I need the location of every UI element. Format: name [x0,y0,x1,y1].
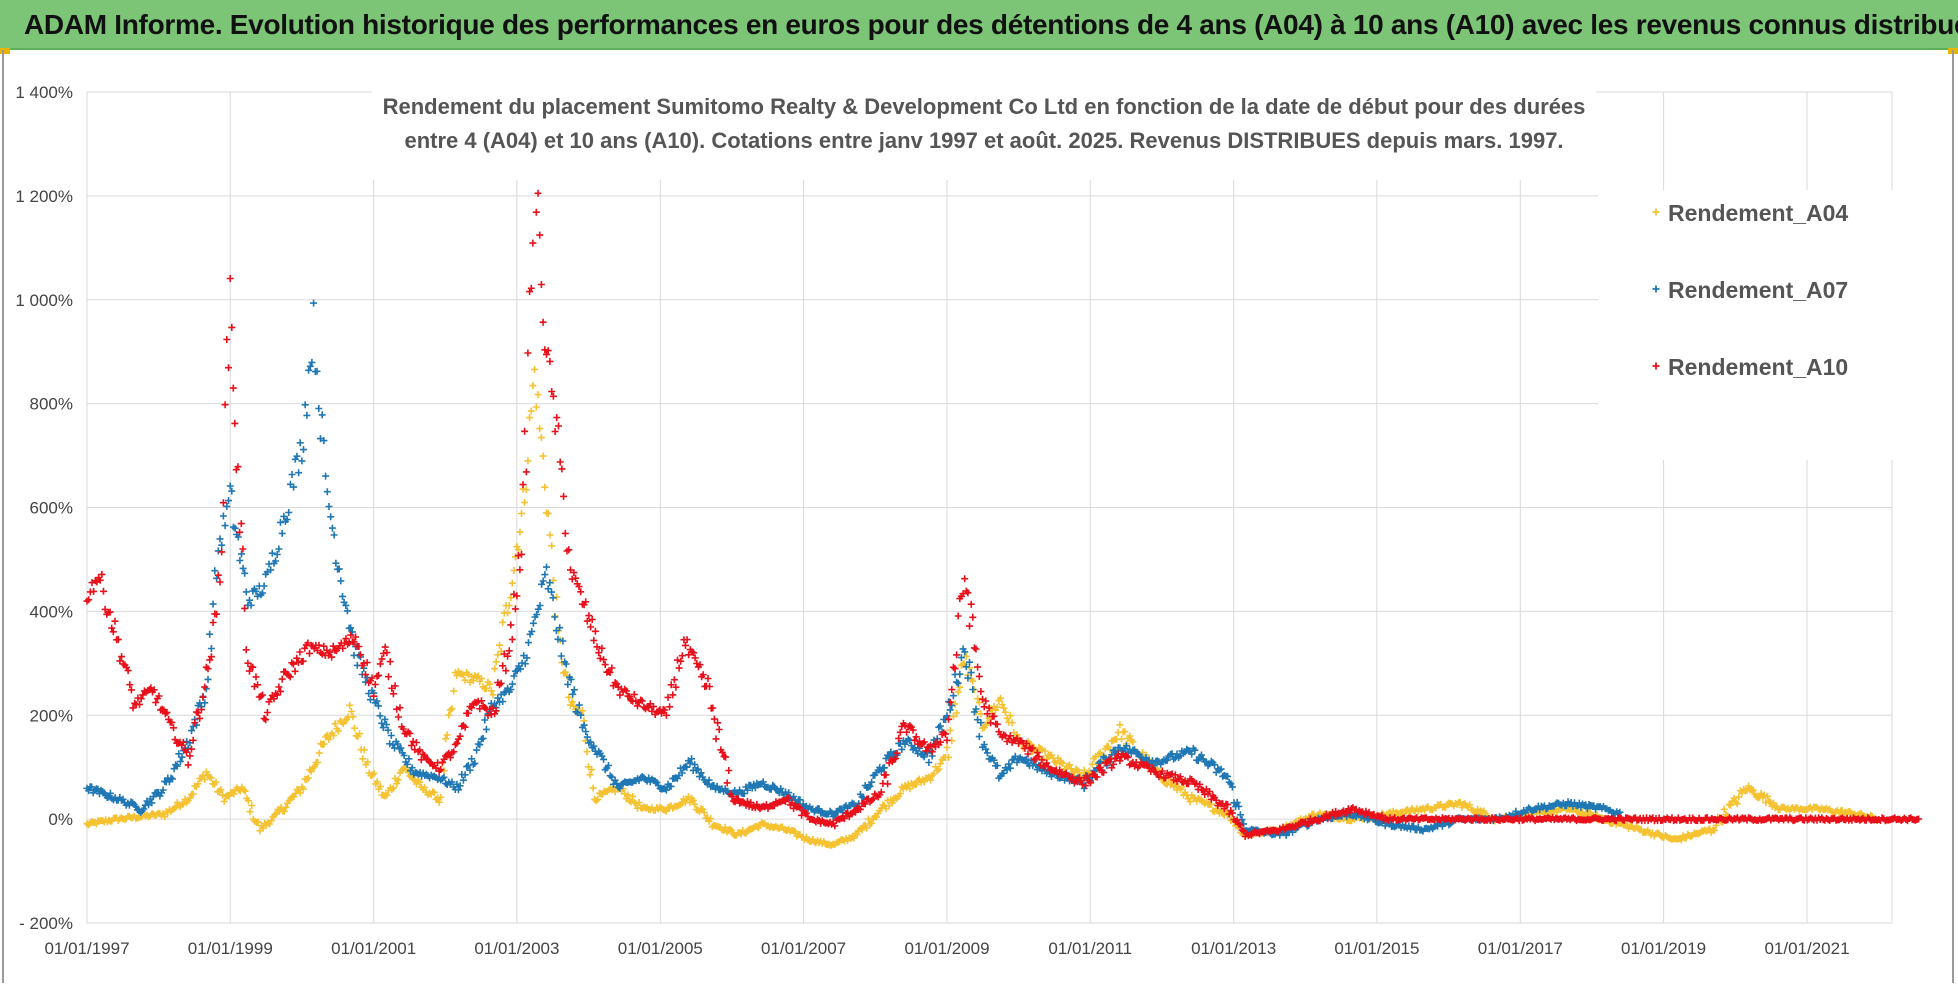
y-tick-label: 1 200% [15,187,73,206]
header-title: ADAM Informe. Evolution historique des p… [24,9,1958,40]
legend-marker-A07 [1652,285,1660,293]
x-tick-label: 01/01/2009 [904,939,989,958]
legend-label-A07: Rendement_A07 [1668,277,1848,303]
x-tick-label: 01/01/1999 [188,939,273,958]
header-bar: ADAM Informe. Evolution historique des p… [0,0,1958,50]
y-tick-label: - 200% [19,914,73,933]
x-axis-ticks: 01/01/1997 01/01/1999 01/01/2001 01/01/2003… [44,939,1849,958]
x-tick-label: 01/01/2015 [1334,939,1419,958]
x-tick-label: 01/01/2011 [1048,939,1132,958]
series-A10-points [83,147,1923,840]
chart-title-bg [372,80,1596,180]
chart-area: - 200% 0% 200% 400% 600% 800% 1 000% 1 200% 1 40… [15,80,1923,958]
legend-label-A10: Rendement_A10 [1668,354,1848,380]
x-tick-label: 01/01/2007 [761,939,846,958]
y-tick-label: 1 000% [15,291,73,310]
y-tick-label: 600% [30,499,73,518]
x-tick-label: 01/01/2019 [1621,939,1706,958]
chart-title-line2: entre 4 (A04) et 10 ans (A10). Cotations… [404,128,1563,153]
chart-title-line1: Rendement du placement Sumitomo Realty &… [383,94,1586,119]
data-points [83,147,1923,849]
y-tick-label: 400% [30,602,73,621]
x-tick-label: 01/01/2013 [1191,939,1276,958]
x-tick-label: 01/01/2021 [1764,939,1849,958]
x-tick-label: 01/01/2003 [474,939,559,958]
legend-marker-A04 [1652,208,1660,216]
y-axis-ticks: - 200% 0% 200% 400% 600% 800% 1 000% 1 200% 1 40… [15,83,73,933]
y-tick-label: 200% [30,706,73,725]
x-tick-label: 01/01/2017 [1478,939,1563,958]
corner-marker-left [0,48,10,54]
y-tick-label: 800% [30,395,73,414]
legend-marker-A10 [1652,362,1660,370]
x-tick-label: 01/01/2001 [331,939,416,958]
legend-label-A04: Rendement_A04 [1668,200,1848,226]
legend: Rendement_A04 Rendement_A07 Rendement_A10 [1598,190,1896,460]
y-tick-label: 1 400% [15,83,73,102]
series-A07-points [83,299,1624,839]
y-tick-label: 0% [48,810,73,829]
x-tick-label: 01/01/1997 [44,939,129,958]
x-tick-label: 01/01/2005 [618,939,703,958]
